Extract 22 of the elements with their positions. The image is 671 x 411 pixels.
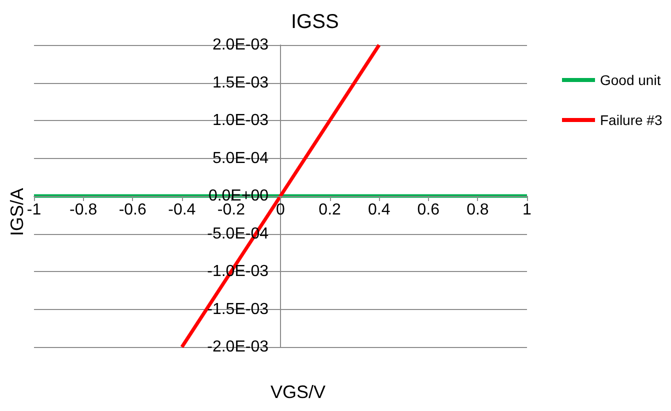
legend-label: Failure #3 [600, 112, 662, 128]
chart-title: IGSS [291, 11, 339, 33]
y-tick-label: -2.0E-03 [207, 338, 269, 356]
x-tick-label: 0 [276, 202, 286, 218]
legend-label: Good unit [600, 72, 661, 88]
y-tick-label: 5.0E-04 [212, 150, 269, 167]
y-tick-label: 2.0E-03 [212, 36, 269, 54]
x-tick-label: 0.2 [318, 202, 342, 218]
x-tick-label: -0.4 [168, 202, 196, 218]
y-tick-label: 1.0E-03 [212, 112, 269, 129]
x-tick-label: -0.6 [118, 202, 146, 218]
y-tick-label: 1.5E-03 [212, 74, 269, 92]
x-tick-label: -0.8 [70, 202, 98, 218]
x-tick-label: 1 [522, 202, 532, 218]
y-tick-label: -1.5E-03 [207, 300, 269, 318]
x-tick-label: 0.6 [417, 202, 440, 218]
x-tick-label: -0.2 [217, 202, 246, 218]
x-tick-label: 0.8 [466, 202, 489, 218]
x-tick-label: 0.4 [368, 202, 390, 218]
x-tick-label: -1 [26, 202, 42, 218]
y-axis-title: IGS/A [7, 188, 27, 236]
x-axis-title: VGS/V [270, 382, 326, 402]
